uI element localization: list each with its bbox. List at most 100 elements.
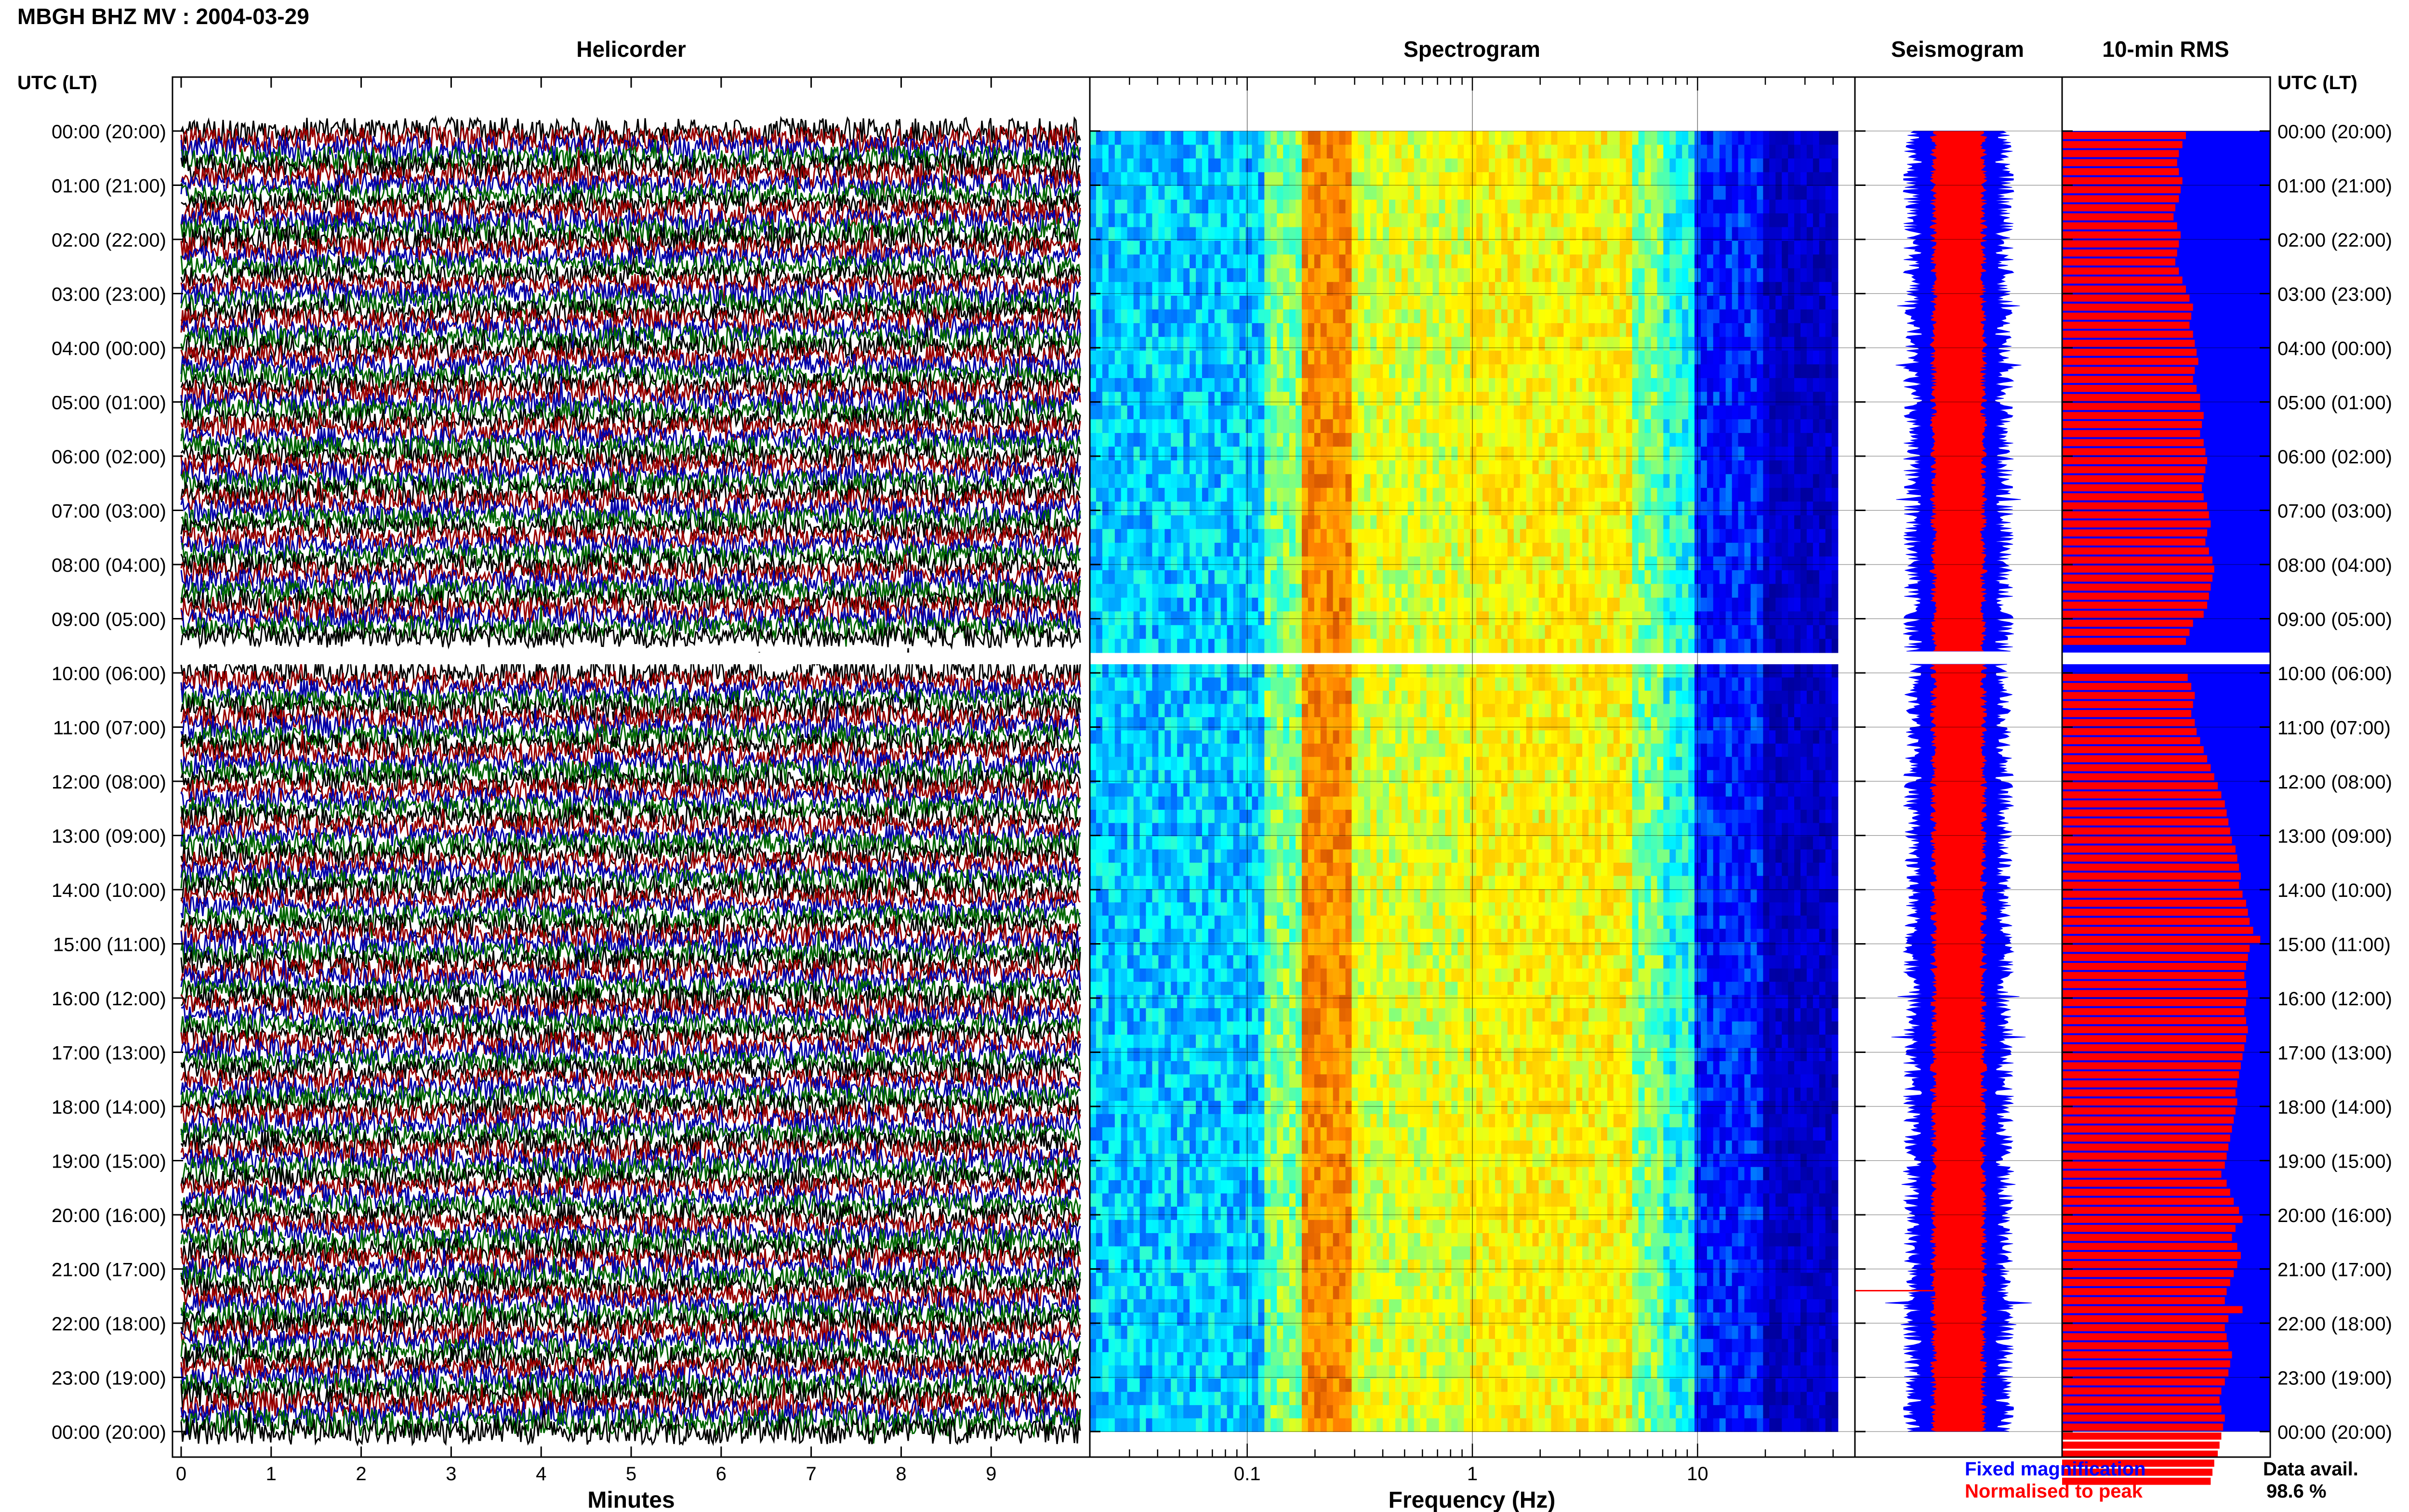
spectrogram-cell	[1208, 570, 1215, 585]
spectrogram-cell	[1644, 611, 1652, 626]
spectrogram-cell	[1626, 268, 1633, 283]
spectrogram-cell	[1495, 295, 1502, 310]
spectrogram-cell	[1806, 378, 1813, 393]
spectrogram-cell	[1538, 584, 1546, 598]
spectrogram-cell	[1825, 378, 1832, 393]
spectrogram-cell	[1750, 145, 1758, 159]
spectrogram-cell	[1457, 447, 1465, 461]
spectrogram-cell	[1738, 227, 1745, 241]
spectrogram-cell	[1364, 639, 1371, 653]
spectrogram-cell	[1258, 664, 1265, 678]
helicorder-trace	[180, 428, 1081, 462]
spectrogram-cell	[1601, 487, 1608, 502]
spectrogram-cell	[1688, 337, 1695, 351]
helicorder-clip-mark	[459, 725, 461, 728]
spectrogram-cell	[1165, 350, 1171, 365]
spectrogram-cell	[1831, 227, 1839, 241]
spectrogram-cell	[1220, 664, 1228, 678]
spectrogram-cell	[1420, 309, 1427, 324]
spectrogram-cell	[1239, 158, 1246, 173]
spectrogram-cell	[1308, 515, 1315, 530]
spectrogram-cell	[1707, 584, 1714, 598]
spectrogram-cell	[1538, 625, 1546, 640]
spectrogram-cell	[1339, 433, 1346, 447]
spectrogram-cell	[1663, 378, 1670, 393]
spectrogram-cell	[1296, 447, 1302, 461]
spectrogram-cell	[1501, 323, 1508, 338]
spectrogram-cell	[1401, 295, 1408, 310]
spectrogram-cell	[1439, 295, 1446, 310]
spectrogram-cell	[1108, 625, 1115, 640]
spectrogram-cell	[1595, 282, 1602, 296]
spectrogram-cell	[1158, 392, 1165, 406]
spectrogram-cell	[1139, 529, 1147, 543]
spectrogram-cell	[1676, 227, 1682, 241]
spectrogram-cell	[1308, 584, 1315, 598]
spectrogram-cell	[1669, 542, 1676, 557]
spectrogram-cell	[1601, 433, 1608, 447]
helicorder-clip-mark	[428, 300, 430, 302]
spectrogram-cell	[1308, 405, 1315, 420]
spectrogram-cell	[1202, 309, 1209, 324]
spectrogram-cell	[1096, 145, 1103, 159]
helicorder-clip-mark	[1020, 224, 1023, 226]
spectrogram-cell	[1582, 460, 1589, 475]
spectrogram-cell	[1370, 405, 1377, 420]
spectrogram-cell	[1358, 227, 1365, 241]
spectrogram-cell	[1669, 501, 1676, 516]
spectrogram-cell	[1289, 199, 1296, 214]
spectrogram-cell	[1090, 350, 1097, 365]
spectrogram-cell	[1227, 639, 1234, 653]
spectrogram-cell	[1470, 145, 1477, 159]
spectrogram-cell	[1152, 309, 1159, 324]
spectrogram-cell	[1220, 639, 1228, 653]
spectrogram-cell	[1470, 419, 1477, 434]
spectrogram-cell	[1507, 213, 1514, 228]
spectrogram-cell	[1538, 145, 1546, 159]
spectrogram-cell	[1701, 611, 1707, 626]
spectrogram-cell	[1258, 529, 1265, 543]
spectrogram-cell	[1439, 405, 1446, 420]
spectrogram-cell	[1520, 639, 1527, 653]
spectrogram-cell	[1613, 542, 1620, 557]
spectrogram-cell	[1451, 240, 1458, 255]
spectrogram-cell	[1682, 282, 1689, 296]
spectrogram-cell	[1208, 556, 1215, 571]
spectrogram-cell	[1208, 639, 1215, 653]
spectrogram-cell	[1788, 350, 1795, 365]
spectrogram-cell	[1638, 570, 1645, 585]
spectrogram-cell	[1414, 364, 1421, 379]
spectrogram-cell	[1451, 350, 1458, 365]
spectrogram-cell	[1314, 131, 1321, 145]
spectrogram-cell	[1432, 254, 1440, 269]
spectrogram-cell	[1632, 392, 1639, 406]
spectrogram-cell	[1214, 447, 1221, 461]
spectrogram-cell	[1202, 282, 1209, 296]
spectrogram-cell	[1177, 337, 1184, 351]
spectrogram-cell	[1190, 664, 1196, 678]
spectrogram-cell	[1165, 677, 1171, 691]
spectrogram-cell	[1607, 664, 1614, 678]
spectrogram-cell	[1308, 131, 1315, 145]
spectrogram-cell	[1333, 145, 1340, 159]
helicorder-clip-mark	[284, 1236, 286, 1238]
spectrogram-cell	[1439, 515, 1446, 530]
spectrogram-cell	[1813, 186, 1820, 200]
spectrogram-cell	[1121, 625, 1128, 640]
spectrogram-cell	[1831, 350, 1839, 365]
spectrogram-cell	[1644, 556, 1652, 571]
spectrogram-cell	[1495, 199, 1502, 214]
spectrogram-cell	[1339, 611, 1346, 626]
spectrogram-cell	[1239, 392, 1246, 406]
spectrogram-cell	[1133, 584, 1140, 598]
spectrogram-cell	[1526, 282, 1533, 296]
spectrogram-cell	[1638, 378, 1645, 393]
spectrogram-cell	[1227, 611, 1234, 626]
spectrogram-cell	[1782, 323, 1788, 338]
spectrogram-cell	[1632, 474, 1639, 488]
spectrogram-cell	[1339, 664, 1346, 678]
spectrogram-cell	[1513, 474, 1521, 488]
spectrogram-cell	[1557, 487, 1564, 502]
spectrogram-cell	[1121, 447, 1128, 461]
spectrogram-cell	[1364, 227, 1371, 241]
